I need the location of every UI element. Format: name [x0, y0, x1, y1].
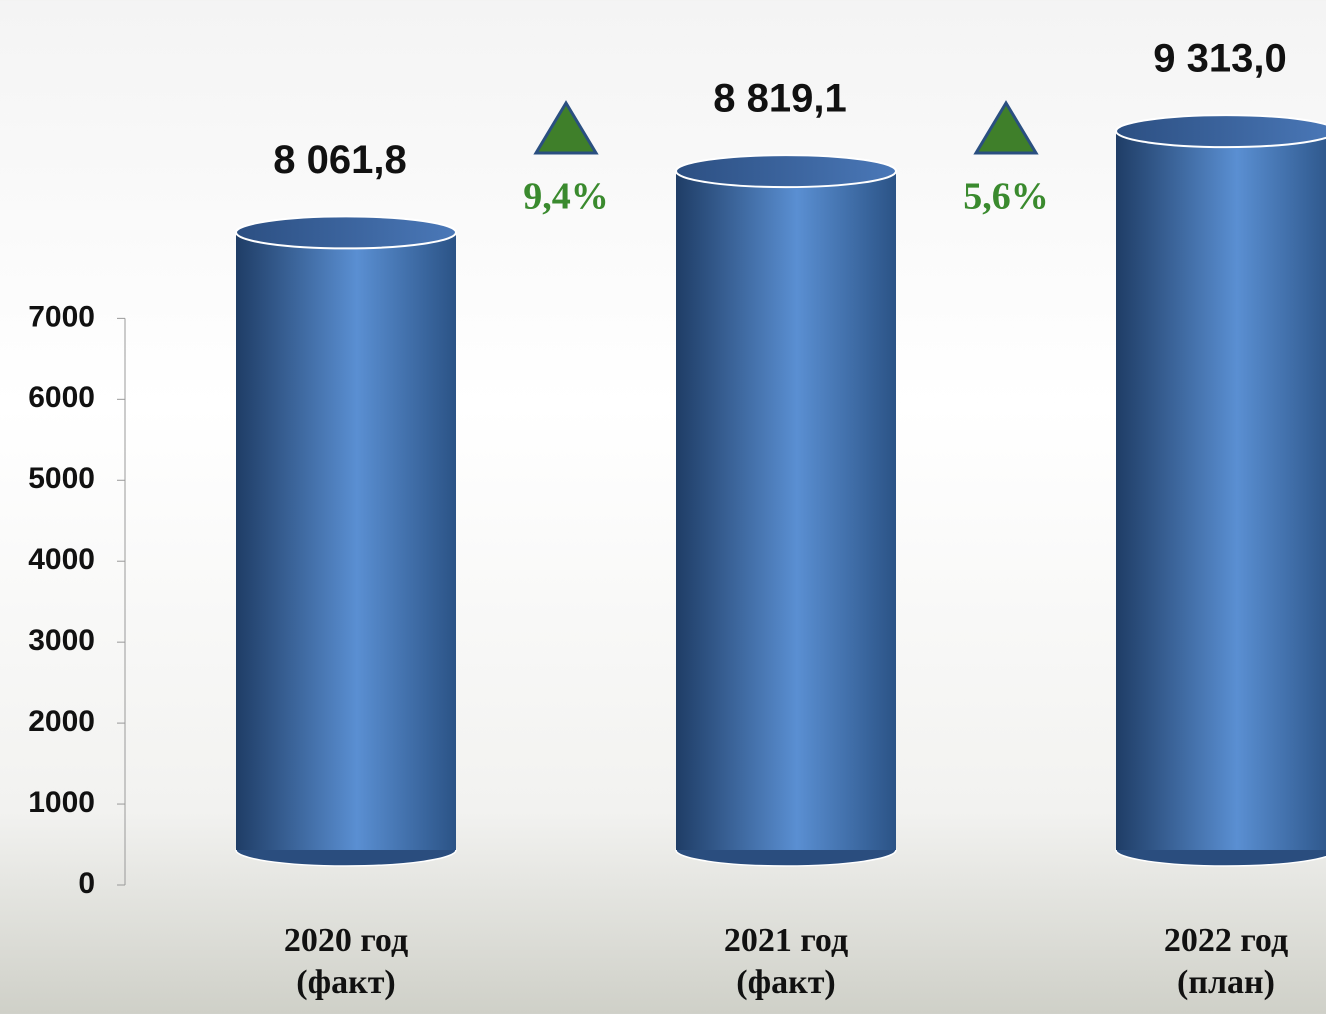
y-tick-label: 7000	[28, 300, 95, 333]
x-tick-label: 2020 год (факт)	[283, 922, 409, 1001]
value-label: 8 819,1	[713, 77, 846, 121]
bar-top	[675, 154, 897, 189]
bar	[1116, 131, 1326, 851]
y-tick-label: 1000	[28, 786, 95, 819]
growth-label: 9,4%	[523, 176, 609, 218]
y-tick-label: 3000	[28, 624, 95, 657]
growth-arrow	[973, 100, 1039, 155]
value-label: 9 313,0	[1153, 37, 1286, 81]
bar-top	[1115, 114, 1326, 149]
y-tick-label: 4000	[28, 543, 95, 576]
y-tick-label: 5000	[28, 462, 95, 495]
y-tick-label: 6000	[28, 381, 95, 414]
y-tick-label: 2000	[28, 705, 95, 738]
y-tick-label: 0	[78, 867, 95, 900]
bar	[676, 171, 896, 850]
growth-label: 5,6%	[963, 176, 1049, 218]
x-tick-label: 2022 год (план)	[1163, 922, 1289, 1001]
x-tick-label: 2021 год (факт)	[723, 922, 849, 1001]
bar	[236, 232, 456, 850]
growth-arrow	[533, 100, 599, 155]
value-label: 8 061,8	[273, 138, 406, 182]
bar-top	[235, 215, 457, 250]
